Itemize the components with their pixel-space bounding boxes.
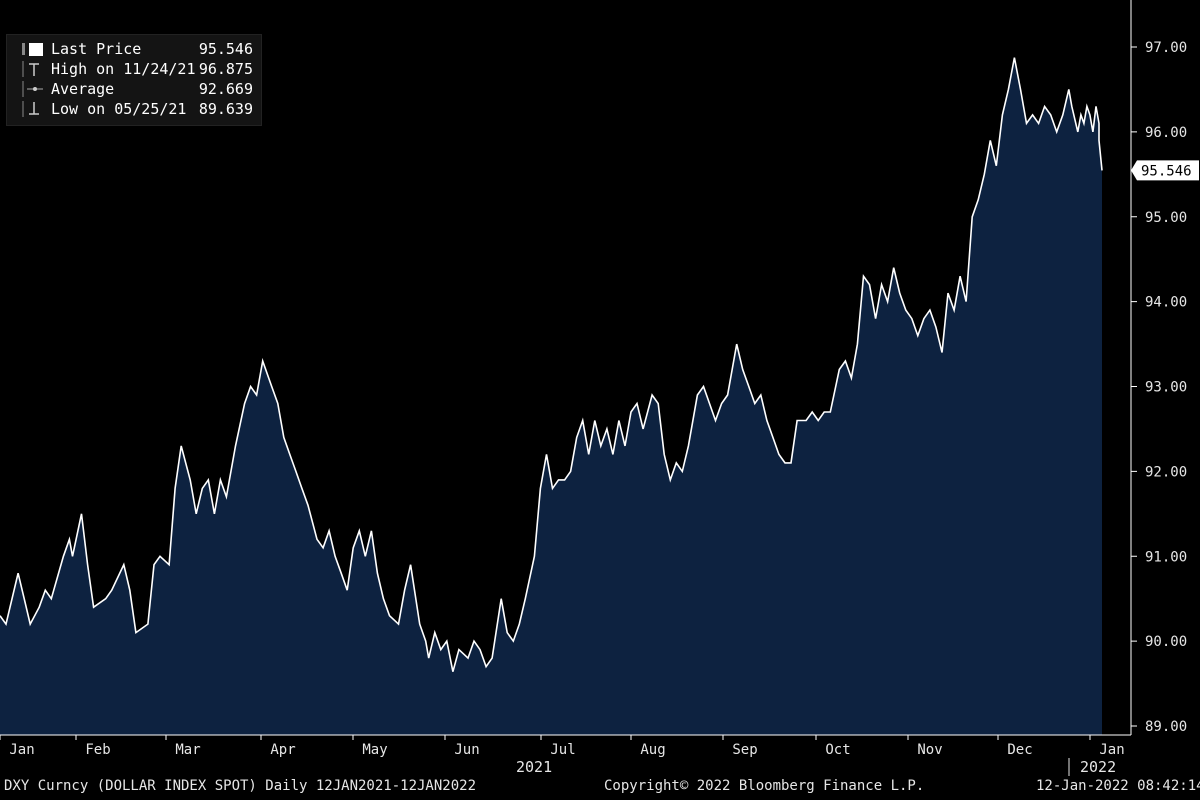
x-tick-label: May — [362, 742, 387, 758]
footer-ticker: DXY Curncy (DOLLAR INDEX SPOT) Daily 12J… — [4, 778, 477, 794]
filled-square-icon — [22, 43, 43, 56]
x-tick-label: Mar — [175, 742, 200, 758]
legend-item-low: Low on 05/25/21 89.639 — [7, 99, 261, 119]
year-label-2022: 2022 — [1080, 758, 1117, 776]
legend-value: 96.875 — [198, 60, 253, 78]
footer-timestamp: 12-Jan-2022 08:42:14 — [1036, 778, 1200, 794]
x-tick-label: Oct — [825, 742, 850, 758]
x-tick-label: Jul — [550, 742, 575, 758]
y-tick-label: 91.00 — [1145, 549, 1187, 565]
price-area-fill — [0, 57, 1102, 736]
x-tick-label: Aug — [640, 742, 665, 758]
x-tick-label: Nov — [917, 742, 942, 758]
y-tick-label: 96.00 — [1145, 125, 1187, 141]
last-price-marker: 95.546 — [1131, 160, 1199, 181]
last-price-label: 95.546 — [1141, 163, 1192, 179]
x-tick-label: Sep — [732, 742, 757, 758]
footer-copyright: Copyright© 2022 Bloomberg Finance L.P. — [604, 778, 925, 794]
y-tick-label: 90.00 — [1145, 634, 1187, 650]
x-tick-label: Jan — [1099, 742, 1124, 758]
x-tick-label: Jun — [454, 742, 479, 758]
x-tick-label: Dec — [1007, 742, 1032, 758]
x-tick-label: Apr — [270, 742, 295, 758]
y-tick-label: 97.00 — [1145, 40, 1187, 56]
average-line-icon — [22, 81, 43, 97]
year-label-2021: 2021 — [516, 758, 553, 776]
legend-label: Low on 05/25/21 — [51, 100, 187, 118]
x-tick-label: Feb — [85, 742, 110, 758]
legend-label: High on 11/24/21 — [51, 60, 196, 78]
legend-value: 89.639 — [198, 100, 253, 118]
legend-label: Last Price — [51, 40, 142, 58]
legend-item-last-price: Last Price 95.546 — [7, 39, 261, 59]
price-line — [0, 57, 1103, 672]
y-tick-label: 94.00 — [1145, 295, 1187, 311]
x-tick-label: Jan — [9, 742, 34, 758]
y-tick-label: 89.00 — [1145, 719, 1187, 735]
low-marker-icon — [22, 101, 39, 117]
y-axis-ticks: 89.00 90.00 91.00 92.00 93.00 94.00 95.00 96.00… — [1131, 40, 1187, 735]
legend-value: 92.669 — [198, 80, 253, 98]
y-tick-label: 92.00 — [1145, 464, 1187, 480]
chart-legend: Last Price 95.546 High on 11/24/21 96.87… — [6, 34, 262, 126]
legend-label: Average — [51, 80, 115, 98]
last-price-box — [1131, 160, 1199, 181]
high-marker-icon — [22, 61, 39, 77]
legend-value: 95.546 — [198, 40, 253, 58]
x-axis-ticks: Jan Feb Mar Apr May Jun Jul Aug Sep Oct Nov Dec Jan — [0, 735, 1125, 776]
y-tick-label: 93.00 — [1145, 380, 1187, 396]
y-tick-label: 95.00 — [1145, 210, 1187, 226]
legend-item-high: High on 11/24/21 96.875 — [7, 59, 261, 79]
legend-item-average: Average 92.669 — [7, 79, 261, 99]
